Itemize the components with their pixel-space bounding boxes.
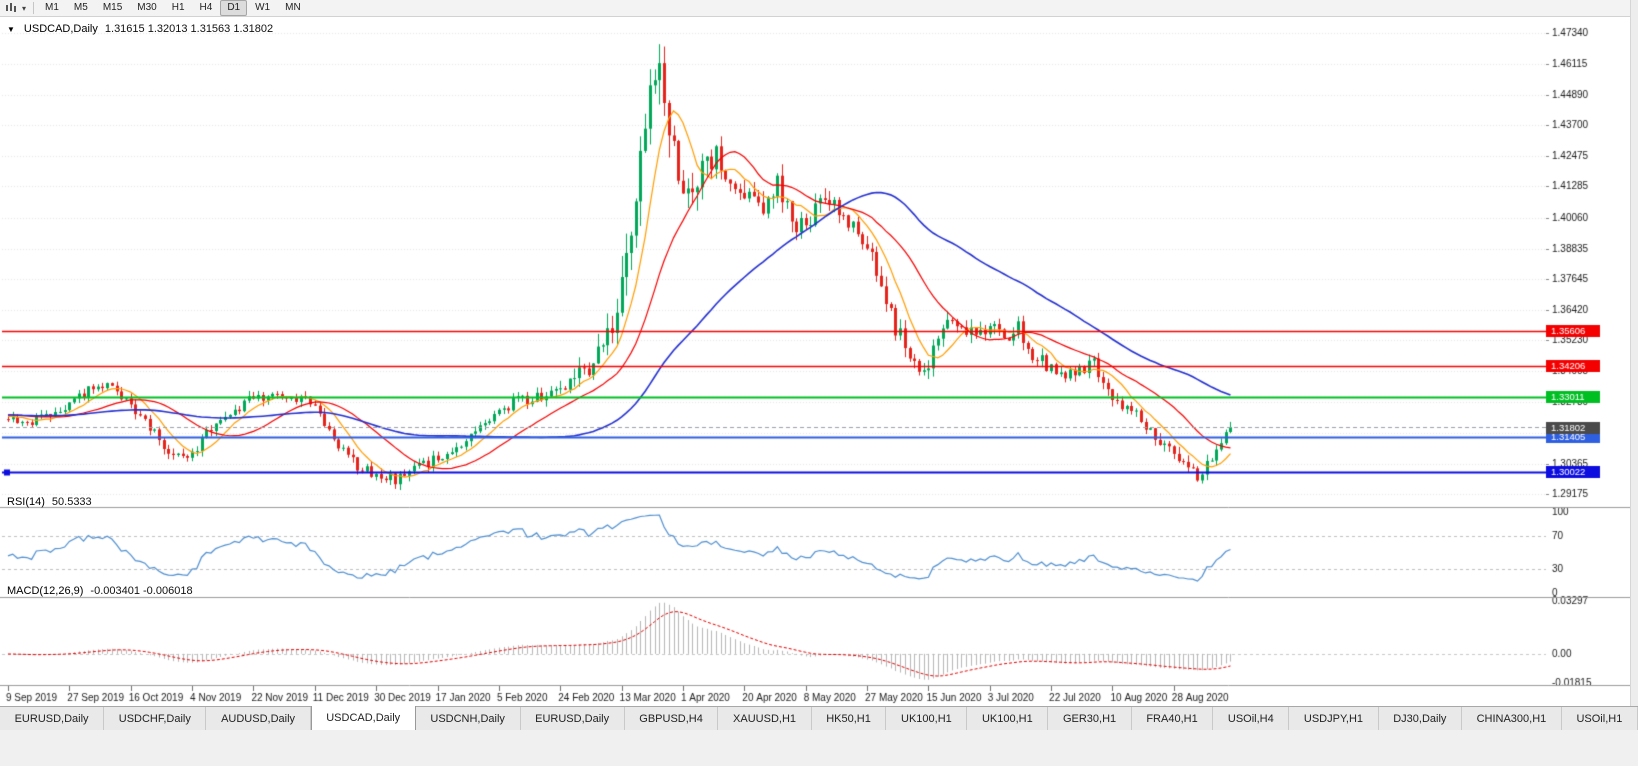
chart-tab[interactable]: XAUUSD,H1 <box>718 707 812 730</box>
status-bar <box>0 730 1638 766</box>
chart-tabbar: EURUSD,Daily USDCHF,Daily AUDUSD,Daily USDC… <box>0 706 1638 730</box>
chart-tab[interactable]: UK100,H1 <box>967 707 1049 730</box>
macd-values: -0.003401 -0.006018 <box>90 585 193 597</box>
rsi-indicator-label: RSI(14) 50.5333 <box>7 496 92 508</box>
chart-tab[interactable]: EURUSD,Daily <box>0 707 105 730</box>
timeframe-button-m5[interactable]: M5 <box>73 2 88 13</box>
chart-tab[interactable]: USDJPY,H1 <box>1289 707 1379 730</box>
chart-ohlc-values: 1.31615 1.32013 1.31563 1.31802 <box>104 23 274 35</box>
chart-symbol-period: USDCAD,Daily <box>23 23 98 35</box>
chart-tab[interactable]: EURUSD,Daily <box>520 707 625 730</box>
chart-tab[interactable]: USOil,H1 <box>1561 707 1638 730</box>
timeframe-button-d1[interactable]: D1 <box>220 0 248 16</box>
chart-tab[interactable]: USDCHF,Daily <box>104 707 207 730</box>
timeframe-button-mn[interactable]: MN <box>285 2 301 13</box>
rsi-value: 50.5333 <box>51 496 92 508</box>
chart-window: ▼ USDCAD,Daily 1.31615 1.32013 1.31563 1… <box>0 17 1638 706</box>
timeframe-button-h1[interactable]: H1 <box>171 2 185 13</box>
chart-title: ▼ USDCAD,Daily 1.31615 1.32013 1.31563 1… <box>7 23 273 35</box>
timeframe-button-m30[interactable]: M30 <box>137 2 157 13</box>
chart-tab[interactable]: FRA40,H1 <box>1131 707 1214 730</box>
timeframe-button-m15[interactable]: M15 <box>102 2 123 13</box>
macd-name: MACD(12,26,9) <box>7 585 84 597</box>
timeframe-button-w1[interactable]: W1 <box>255 2 271 13</box>
chart-tab[interactable]: DJ30,Daily <box>1378 707 1462 730</box>
timeframe-button-m1[interactable]: M1 <box>45 2 59 13</box>
chart-tab[interactable]: USDCNH,Daily <box>415 707 521 730</box>
vertical-scrollbar[interactable] <box>1630 0 1638 706</box>
chart-type-icon[interactable] <box>3 1 19 16</box>
chart-tab[interactable]: UK100,H1 <box>886 707 968 730</box>
macd-indicator-label: MACD(12,26,9) -0.003401 -0.006018 <box>7 585 193 597</box>
chart-tab[interactable]: CHINA300,H1 <box>1461 707 1562 730</box>
chart-tab[interactable]: AUDUSD,Daily <box>206 707 311 730</box>
price-chart-canvas[interactable] <box>0 17 1638 706</box>
chart-tab[interactable]: USOil,H4 <box>1213 707 1290 730</box>
rsi-name: RSI(14) <box>7 496 45 508</box>
chart-tab[interactable]: USDCAD,Daily <box>310 706 416 730</box>
chart-tab[interactable]: GBPUSD,H4 <box>624 707 719 730</box>
chart-tab[interactable]: GER30,H1 <box>1048 707 1132 730</box>
chart-context-menu-icon[interactable]: ▼ <box>7 24 15 34</box>
chart-tab[interactable]: HK50,H1 <box>811 707 887 730</box>
timeframe-button-h4[interactable]: H4 <box>199 2 213 13</box>
chart-dropdown-icon[interactable]: ▾ <box>21 3 26 13</box>
toolbar-separator <box>33 2 34 14</box>
timeframe-buttons: M1 M5 M15 M30 H1 H4 D1 W1 MN <box>38 0 308 16</box>
timeframe-toolbar: ▾ M1 M5 M15 M30 H1 H4 D1 W1 MN <box>0 0 1638 17</box>
